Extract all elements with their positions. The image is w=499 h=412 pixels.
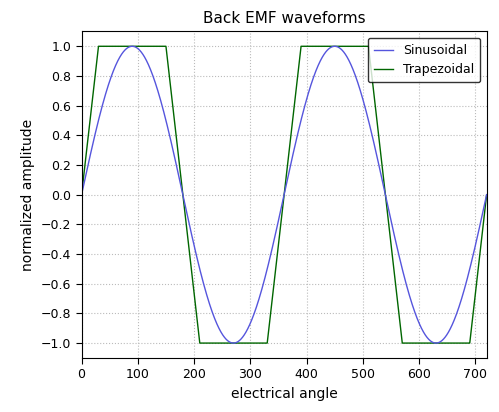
X-axis label: electrical angle: electrical angle (231, 387, 337, 401)
Trapezoidal (322, 44, 328, 49)
Y-axis label: normalized amplitude: normalized amplitude (21, 119, 35, 271)
Trapezoidal (152, 44, 158, 49)
Sinusoidal (412, 309, 418, 314)
Title: Back EMF waveforms: Back EMF waveforms (203, 11, 365, 26)
Trapezoidal (197, 341, 203, 346)
Sinusoidal (129, 44, 135, 49)
Sinusoidal (321, 51, 327, 56)
Sinusoidal (433, 341, 439, 346)
Sinusoidal (234, 340, 240, 345)
Trapezoidal (95, 44, 101, 49)
Sinusoidal (381, 185, 387, 190)
Trapezoidal (234, 341, 240, 346)
Sinusoidal (484, 192, 490, 197)
Trapezoidal (412, 341, 418, 346)
Trapezoidal (342, 44, 348, 49)
Trapezoidal (484, 192, 490, 197)
Sinusoidal (152, 80, 158, 85)
Trapezoidal (78, 192, 84, 197)
Sinusoidal (342, 52, 348, 56)
Legend: Sinusoidal, Trapezoidal: Sinusoidal, Trapezoidal (368, 37, 481, 82)
Sinusoidal (78, 192, 84, 197)
Line: Sinusoidal: Sinusoidal (81, 46, 487, 343)
Trapezoidal (381, 180, 387, 185)
Line: Trapezoidal: Trapezoidal (81, 46, 487, 343)
